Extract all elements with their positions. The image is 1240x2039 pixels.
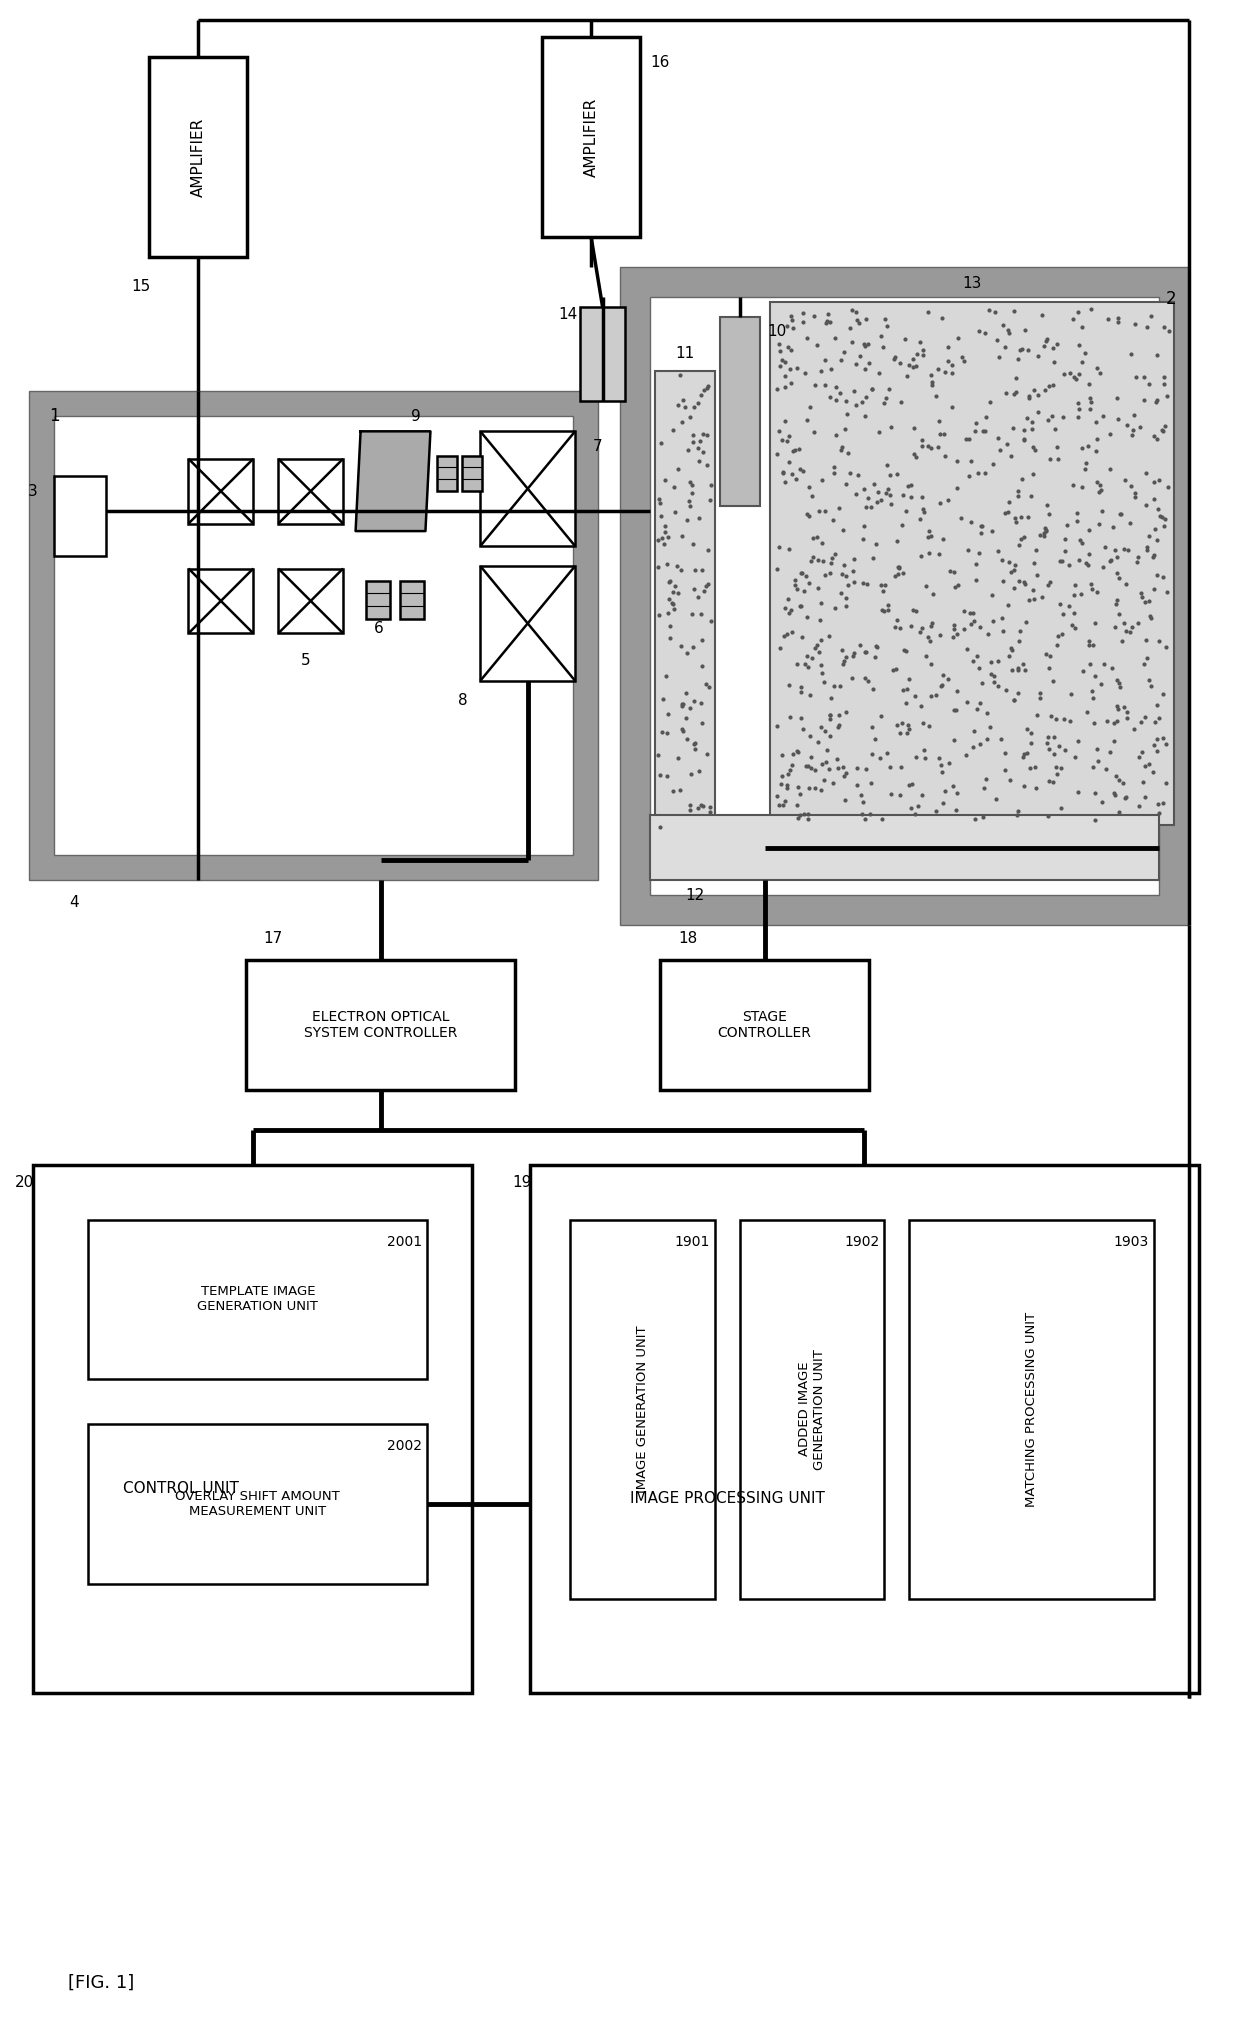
Text: 9: 9: [410, 410, 420, 424]
Text: 19: 19: [512, 1174, 532, 1191]
Bar: [438, 457, 458, 491]
Text: MATCHING PROCESSING UNIT: MATCHING PROCESSING UNIT: [1025, 1311, 1038, 1507]
Text: 1: 1: [50, 408, 60, 426]
Bar: [188, 569, 253, 634]
Bar: [33, 1164, 472, 1694]
Text: 10: 10: [768, 324, 787, 338]
Text: [FIG. 1]: [FIG. 1]: [68, 1974, 134, 1992]
Bar: [909, 1219, 1153, 1599]
Bar: [55, 477, 107, 557]
Bar: [531, 1164, 1199, 1694]
Text: 2: 2: [1166, 290, 1176, 308]
Bar: [401, 581, 424, 620]
Text: 5: 5: [301, 652, 310, 669]
Text: 20: 20: [15, 1174, 35, 1191]
Text: STAGE
CONTROLLER: STAGE CONTROLLER: [718, 1009, 812, 1040]
Text: ELECTRON OPTICAL
SYSTEM CONTROLLER: ELECTRON OPTICAL SYSTEM CONTROLLER: [304, 1009, 458, 1040]
Text: 3: 3: [27, 483, 37, 500]
Polygon shape: [356, 432, 430, 530]
Bar: [188, 459, 253, 524]
Text: 7: 7: [593, 438, 603, 455]
Text: 1902: 1902: [844, 1234, 879, 1248]
Bar: [620, 267, 1189, 926]
Text: 14: 14: [558, 308, 578, 322]
Bar: [88, 1423, 428, 1584]
Bar: [655, 371, 714, 836]
Bar: [650, 816, 1159, 881]
Bar: [149, 57, 247, 257]
Text: 1901: 1901: [675, 1234, 709, 1248]
Text: 1903: 1903: [1114, 1234, 1148, 1248]
Text: ADDED IMAGE
GENERATION UNIT: ADDED IMAGE GENERATION UNIT: [799, 1348, 826, 1470]
Text: 13: 13: [962, 275, 981, 292]
Bar: [650, 296, 1159, 895]
Text: 18: 18: [678, 930, 697, 946]
Bar: [660, 960, 869, 1089]
Bar: [278, 569, 343, 634]
Text: 2002: 2002: [387, 1440, 423, 1454]
Bar: [55, 416, 573, 856]
Text: AMPLIFIER: AMPLIFIER: [584, 98, 599, 177]
Text: AMPLIFIER: AMPLIFIER: [191, 118, 206, 196]
Text: CONTROL UNIT: CONTROL UNIT: [123, 1482, 239, 1497]
Bar: [278, 459, 343, 524]
Text: TEMPLATE IMAGE
GENERATION UNIT: TEMPLATE IMAGE GENERATION UNIT: [197, 1285, 319, 1313]
Bar: [30, 391, 598, 881]
Text: OVERLAY SHIFT AMOUNT
MEASUREMENT UNIT: OVERLAY SHIFT AMOUNT MEASUREMENT UNIT: [175, 1491, 340, 1517]
Bar: [570, 1219, 714, 1599]
Text: IMAGE PROCESSING UNIT: IMAGE PROCESSING UNIT: [630, 1491, 825, 1507]
Bar: [246, 960, 516, 1089]
Text: 6: 6: [373, 622, 383, 636]
Text: 4: 4: [69, 895, 79, 909]
Text: 17: 17: [264, 930, 283, 946]
Text: 11: 11: [676, 347, 694, 361]
Bar: [88, 1219, 428, 1378]
Text: 16: 16: [650, 55, 670, 69]
Bar: [463, 457, 482, 491]
Text: 2001: 2001: [387, 1234, 423, 1248]
Bar: [366, 581, 389, 620]
Bar: [480, 567, 575, 681]
Bar: [580, 306, 625, 402]
Text: IMAGE GENERATION UNIT: IMAGE GENERATION UNIT: [636, 1325, 649, 1493]
Bar: [719, 316, 760, 506]
Text: 12: 12: [684, 887, 704, 903]
Bar: [542, 37, 640, 237]
Text: 8: 8: [458, 693, 467, 708]
Bar: [770, 302, 1174, 826]
Text: 15: 15: [131, 279, 150, 294]
Bar: [740, 1219, 884, 1599]
Bar: [480, 432, 575, 546]
